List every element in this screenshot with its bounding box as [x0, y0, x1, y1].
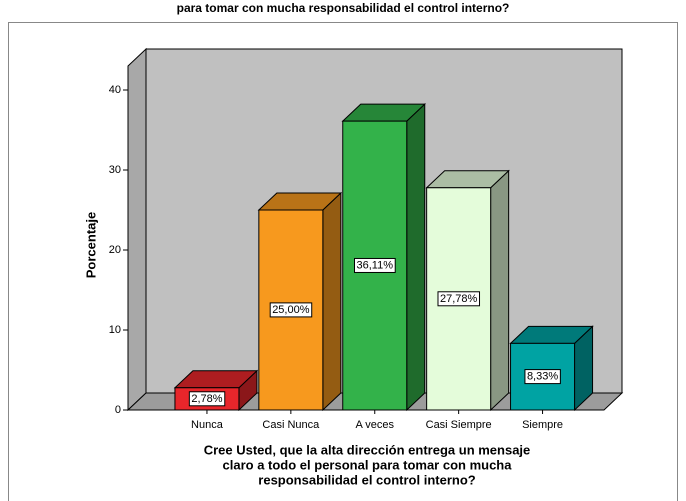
data-label-box — [524, 369, 561, 385]
side-wall — [127, 47, 147, 412]
y-tick-label: 40 — [109, 84, 121, 96]
data-label: 36,11% — [357, 259, 394, 271]
x-axis-label: claro a todo el personal para tomar con … — [223, 457, 513, 472]
x-tick-label: Casi Nunca — [262, 419, 320, 431]
data-label: 27,78% — [440, 293, 478, 305]
x-tick-label: Casi Siempre — [426, 419, 492, 431]
data-label: 25,00% — [272, 304, 310, 316]
bar-side — [406, 102, 426, 412]
x-axis-label: Cree Usted, que la alta dirección entreg… — [204, 442, 531, 457]
data-label: 2,78% — [191, 393, 222, 405]
bar-side — [322, 191, 342, 412]
data-label-box — [437, 291, 481, 307]
x-tick-label: Siempre — [522, 419, 563, 431]
data-label: 8,33% — [527, 371, 558, 383]
y-tick-label: 10 — [109, 324, 121, 336]
x-tick-label: A veces — [355, 419, 394, 431]
y-tick-label: 20 — [109, 244, 121, 256]
y-tick-label: 0 — [115, 404, 121, 416]
y-axis-label: Porcentaje — [83, 212, 98, 278]
data-label-box — [269, 302, 313, 318]
chart-title: para tomar con mucha responsabilidad el … — [177, 1, 510, 15]
data-label-box — [354, 257, 396, 273]
x-axis-label: responsabilidad el control interno? — [258, 472, 475, 487]
x-tick-label: Nunca — [191, 419, 224, 431]
y-tick-label: 30 — [109, 164, 121, 176]
data-label-box — [188, 391, 226, 407]
bar-side — [490, 169, 510, 412]
